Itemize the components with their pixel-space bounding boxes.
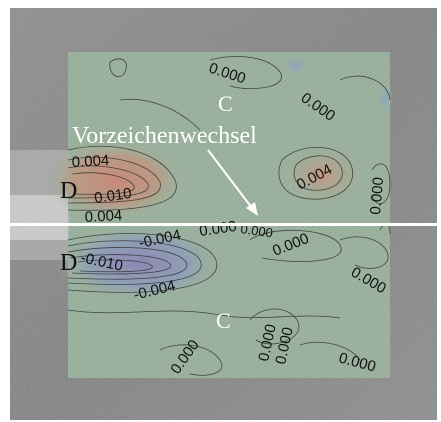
separator-line [0,223,441,226]
contour-label: 0.004 [71,152,109,171]
region-label-c-bottom: C [216,308,231,333]
negative-region-left [55,223,225,303]
contour-label: 0.010 [93,185,133,207]
positive-region-right [277,143,367,207]
annotation-label: Vorzeichenwechsel [72,123,257,149]
contour-label: 0.000 [367,176,387,215]
contour-label: 0.004 [84,207,122,226]
contour-field: 0.000 0.000 0.004 0.010 0.004 0.004 0.00… [45,52,393,378]
region-label-d-top: D [60,178,77,204]
arrow-icon [207,149,258,216]
region-label-c-top: C [218,91,233,116]
region-label-d-bottom: D [60,250,77,276]
positive-region-left [45,140,185,220]
